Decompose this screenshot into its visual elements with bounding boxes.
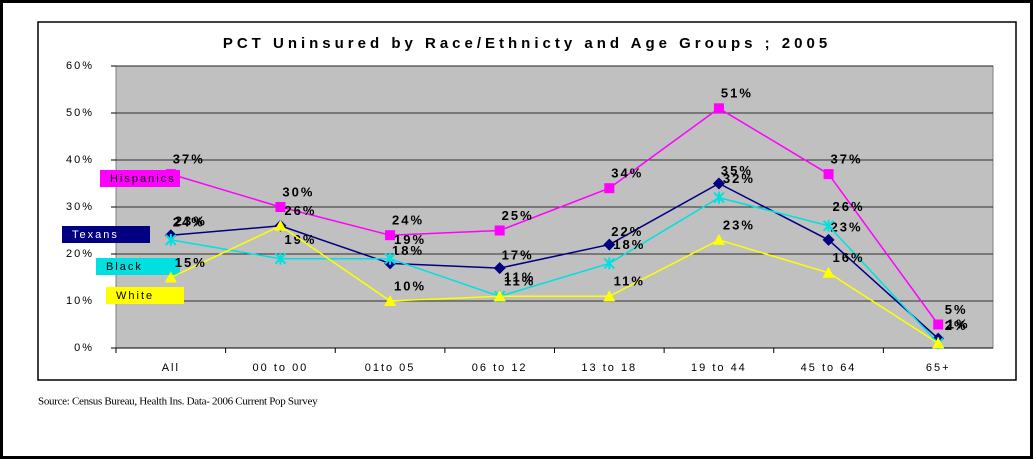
data-label: 23% [831,219,863,234]
data-label: 25% [502,208,534,223]
marker [274,252,287,265]
marker [274,219,287,231]
y-tick-label: 10% [66,295,94,307]
marker [385,230,396,241]
data-label: 37% [173,152,205,167]
x-tick-label: 19 to 44 [691,362,747,374]
marker [713,191,725,204]
data-label: 35% [721,163,753,178]
marker [384,252,396,265]
x-tick-label: 13 to 18 [581,362,637,374]
data-label: 24% [392,213,424,228]
chart-title: PCT Uninsured by Race/Ethnicty and Age G… [223,35,831,52]
data-label: 30% [282,184,314,199]
y-tick-label: 20% [66,248,94,260]
marker [493,262,506,275]
y-tick-label: 30% [66,201,94,213]
x-tick-label: 45 to 64 [801,362,857,374]
data-label: 22% [611,224,643,239]
data-label: 15% [175,255,207,270]
marker [603,238,616,251]
data-label: 10% [394,278,426,293]
marker [165,233,177,246]
series-line [170,224,939,344]
x-tick-label: 01to 05 [365,362,416,374]
data-label: 11% [504,270,535,285]
marker [493,290,506,302]
marker [822,233,835,246]
source: Source: Census Bureau, Health Ins. Data-… [38,396,318,408]
data-label: 23% [723,217,755,232]
marker [823,169,834,180]
legend-box [96,258,180,275]
data-label: 34% [611,166,643,181]
marker [494,225,505,236]
data-label: 26% [833,199,865,214]
marker [713,103,724,114]
marker [384,295,397,306]
legend-label: Hispanics [110,173,176,185]
series-line [170,182,939,340]
x-tick-label: 00 to 00 [253,362,309,374]
legend-box [100,170,180,187]
data-label: 51% [721,86,753,101]
marker [712,177,725,190]
marker [164,271,177,283]
marker [932,337,945,349]
y-tick-label: 50% [66,107,94,119]
data-label: 24% [173,215,205,230]
series-line [170,196,939,344]
data-label: 37% [831,152,863,167]
data-label: 17% [502,248,534,263]
y-tick-label: 60% [66,60,94,72]
legend-box [106,287,184,304]
data-label: 16% [833,250,865,265]
data-label: 23% [175,213,207,228]
data-label: 32% [723,171,755,186]
data-label: 19% [394,232,426,247]
data-label: 5% [945,302,968,317]
marker [822,219,835,232]
data-label: 18% [392,243,424,258]
x-tick-label: All [162,362,180,374]
legend-label: Texans [72,229,119,241]
y-tick-label: 0% [74,342,94,354]
data-label: 26% [284,203,316,218]
x-tick-label: 06 to 12 [472,362,528,374]
marker [603,290,616,302]
legend-label: White [116,290,154,302]
legend-box [62,226,150,243]
marker [712,233,725,245]
data-label: 18% [613,237,645,252]
marker [822,266,835,278]
marker [933,319,944,330]
series-line [170,107,939,325]
x-tick-label: 65+ [926,362,951,374]
marker [604,183,615,194]
legend-label: Black [106,261,143,273]
data-label: 1% [947,317,970,332]
marker [603,257,616,270]
y-tick-label: 40% [66,154,94,166]
marker [275,202,286,212]
data-label: 11% [614,274,645,289]
data-label: 2% [945,318,968,333]
data-label: 11% [504,274,535,289]
